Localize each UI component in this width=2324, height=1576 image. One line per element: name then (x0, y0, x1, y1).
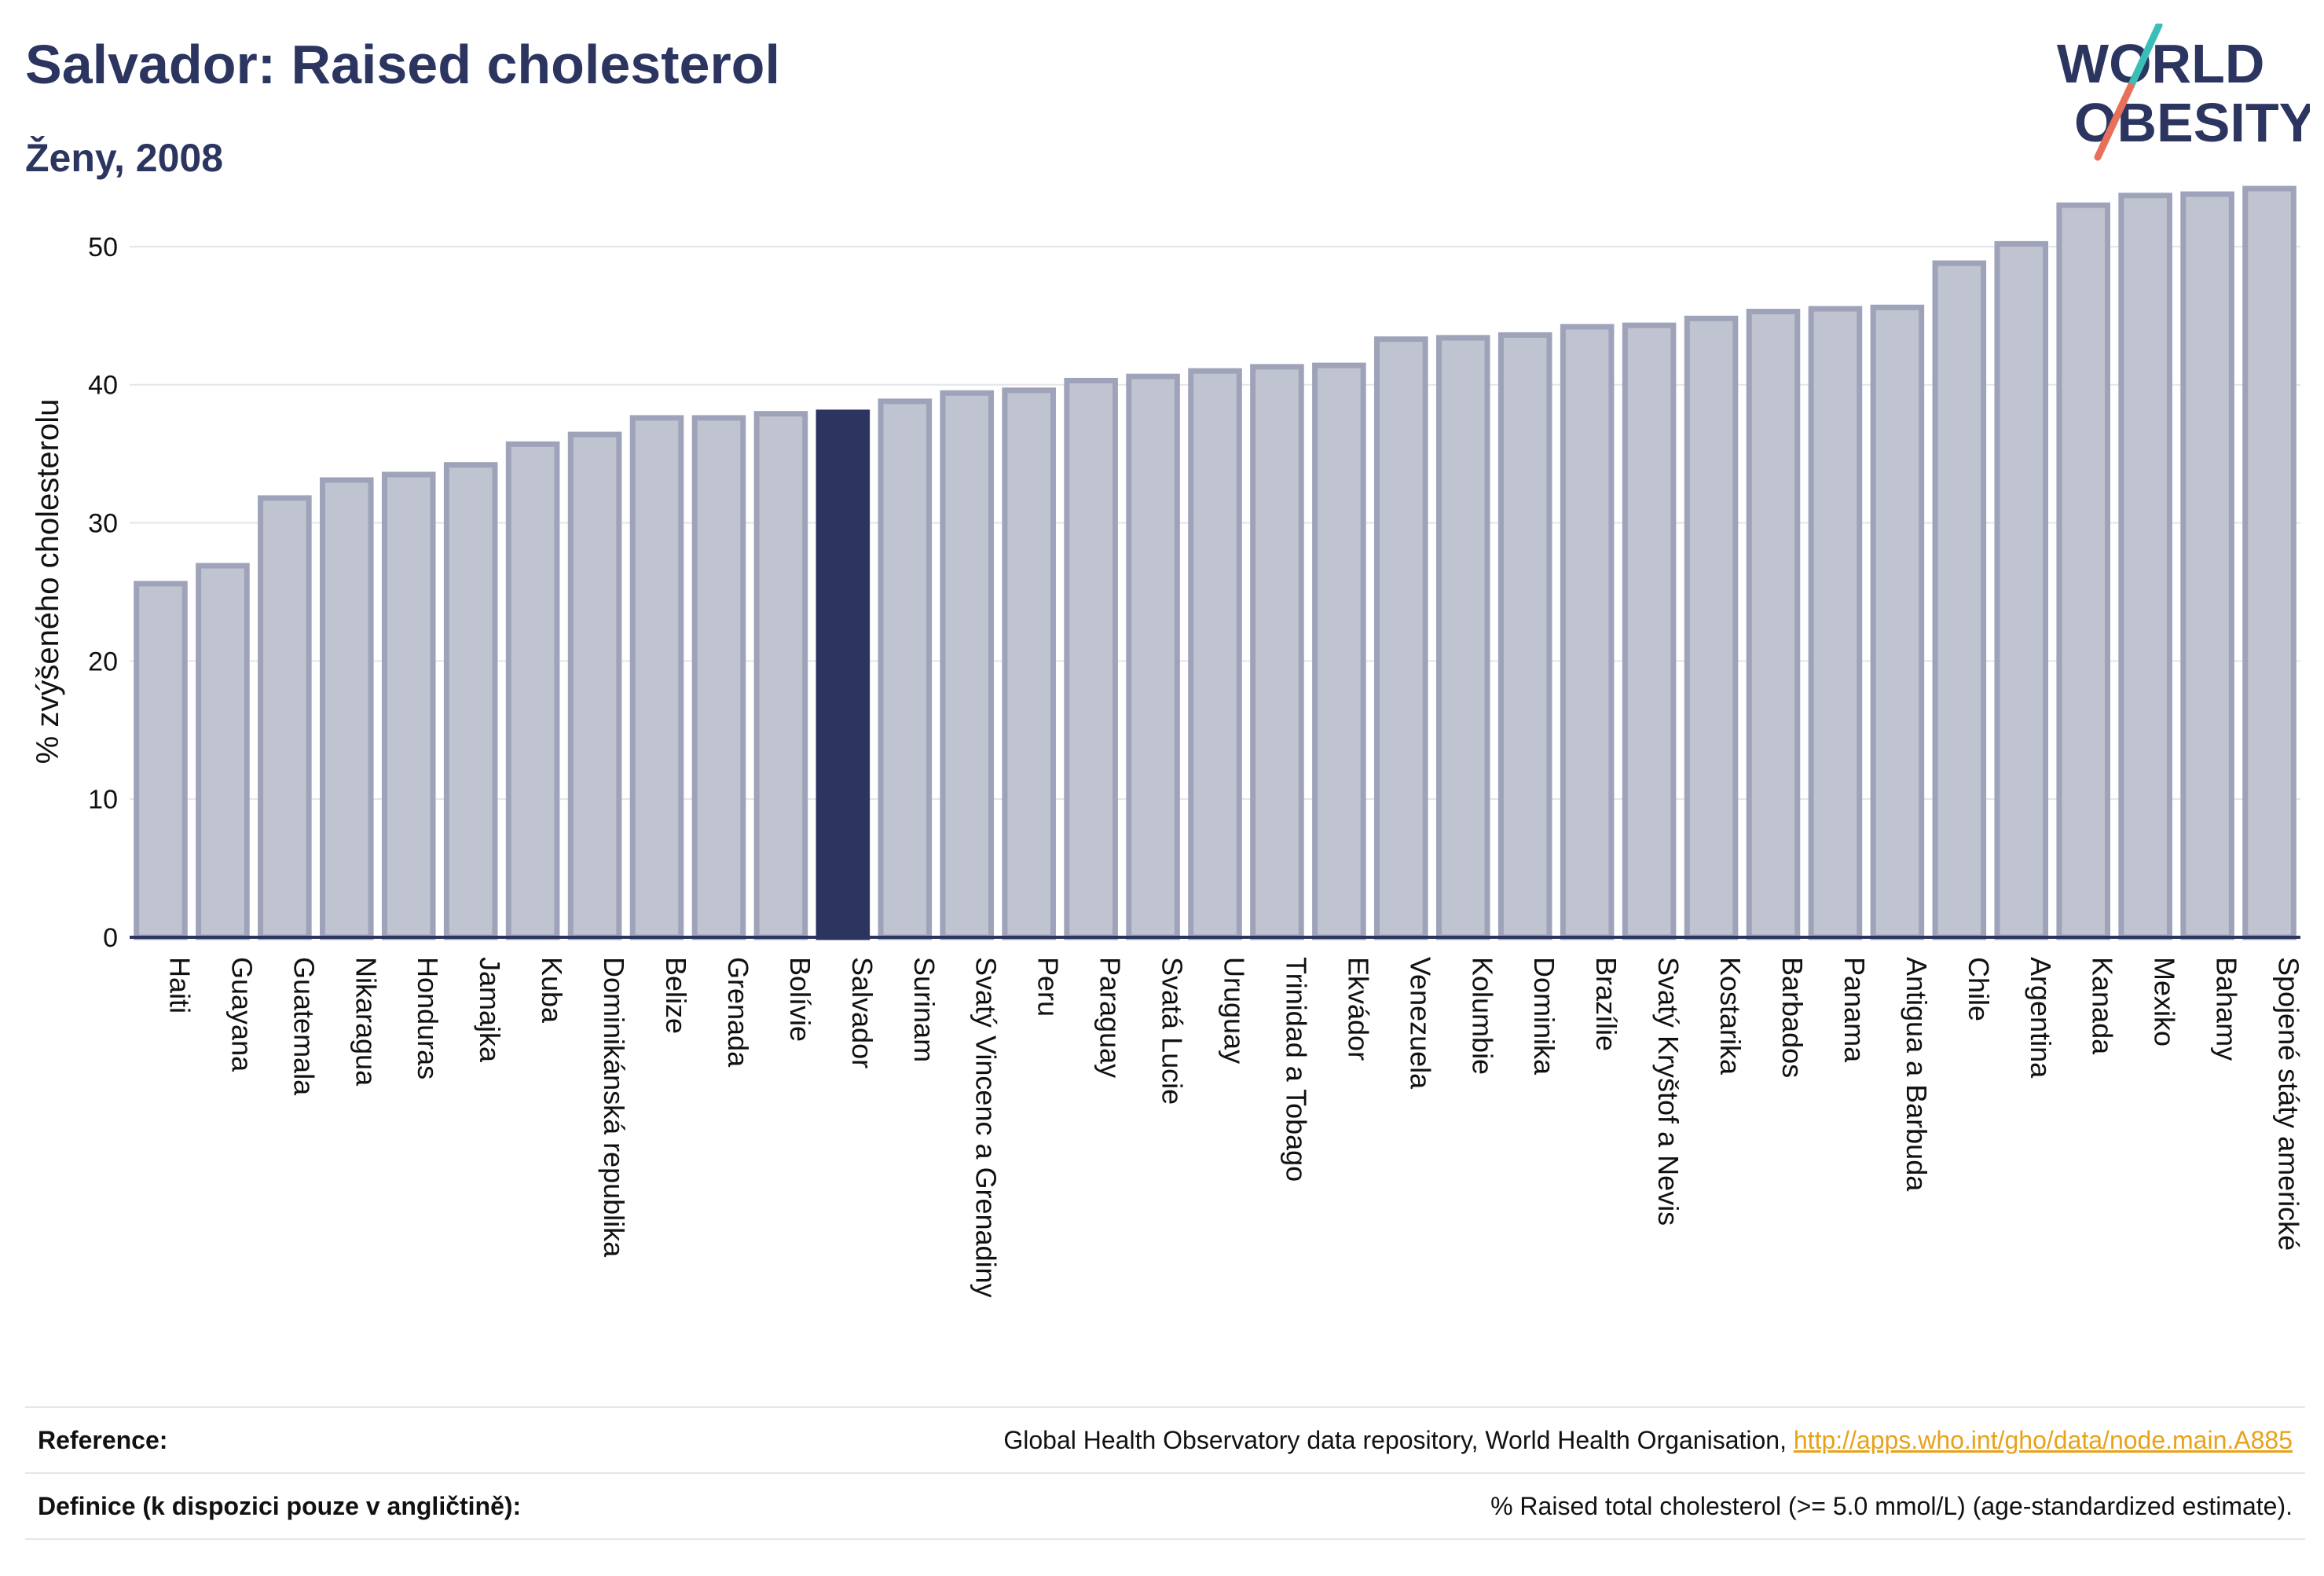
x-tick-label: Surinam (908, 957, 940, 1062)
bar[interactable] (1312, 362, 1366, 940)
x-tick-label: Mexiko (2149, 957, 2181, 1046)
x-tick-label: Uruguay (1219, 957, 1251, 1064)
x-tick-label: Haiti (163, 957, 196, 1013)
bar[interactable] (2180, 191, 2234, 940)
x-tick-label: Dominikánská republika (598, 957, 630, 1258)
bar[interactable] (320, 477, 374, 940)
bar[interactable] (1870, 304, 1925, 940)
bar-highlight[interactable] (816, 409, 871, 940)
x-tick-label: Guatemala (288, 957, 320, 1096)
x-tick-label: Peru (1032, 957, 1065, 1017)
bar[interactable] (1497, 332, 1552, 940)
y-tick-label: 40 (88, 371, 118, 401)
x-tick-label: Svatý Vincenc a Grenadiny (970, 957, 1003, 1298)
bar[interactable] (2242, 185, 2297, 940)
x-tick-label: Paraguay (1094, 957, 1127, 1078)
y-tick-label: 10 (88, 785, 118, 815)
x-tick-label: Bolívie (784, 957, 816, 1042)
bar[interactable] (1746, 309, 1801, 940)
x-tick-label: Chile (1963, 957, 1995, 1021)
x-tick-label: Dominika (1528, 957, 1560, 1076)
y-tick-label: 30 (88, 509, 118, 539)
bar[interactable] (1435, 335, 1490, 940)
x-tick-label: Kanada (2087, 957, 2119, 1055)
reference-value: Global Health Observatory data repositor… (1003, 1426, 2293, 1455)
bar[interactable] (878, 398, 933, 940)
x-tick-label: Svatá Lucie (1157, 957, 1189, 1105)
bar[interactable] (1188, 368, 1242, 940)
bar[interactable] (1560, 324, 1615, 940)
x-tick-label: Spojené státy americké (2273, 957, 2305, 1251)
bar[interactable] (2056, 202, 2110, 940)
bar[interactable] (1808, 306, 1863, 940)
y-axis-label: % zvýšeného cholesterolu (31, 399, 65, 764)
bar[interactable] (1932, 260, 1987, 940)
x-tick-label: Kolumbie (1466, 957, 1498, 1075)
bar[interactable] (1684, 315, 1739, 940)
bar[interactable] (629, 415, 684, 940)
bar[interactable] (567, 431, 622, 940)
x-tick-label: Grenada (722, 957, 754, 1068)
logo-slash-coral (2094, 82, 2135, 161)
y-axis-ticks: 0 10 20 30 40 50 (88, 233, 118, 953)
x-tick-label: Argentina (2025, 957, 2057, 1079)
bar[interactable] (691, 415, 746, 940)
bar[interactable] (134, 581, 188, 940)
definition-text: % Raised total cholesterol (>= 5.0 mmol/… (1490, 1491, 2293, 1520)
x-tick-label: Kuba (536, 957, 568, 1024)
x-tick-label: Nikaragua (350, 957, 382, 1087)
bar[interactable] (1002, 387, 1056, 940)
definition-label: Definice (k dispozici pouze v angličtině… (38, 1491, 522, 1520)
bars (134, 185, 2297, 940)
category-labels: Haiti Guayana Guatemala Nikaragua Honduras Ja… (163, 957, 2304, 1298)
bar[interactable] (753, 411, 808, 940)
bar[interactable] (443, 462, 498, 940)
y-tick-label: 0 (103, 923, 118, 953)
x-tick-label: Belize (660, 957, 692, 1034)
x-tick-label: Guayana (225, 957, 258, 1072)
reference-text: Global Health Observatory data repositor… (1003, 1425, 1794, 1454)
bar[interactable] (1126, 373, 1180, 940)
x-tick-label: Ekvádor (1342, 957, 1374, 1061)
x-tick-label: Barbados (1776, 957, 1809, 1078)
logo-text-world: WORLD (2057, 33, 2264, 94)
footer-table: Reference: Global Health Observatory dat… (25, 1406, 2305, 1540)
bar[interactable] (940, 390, 995, 940)
bar[interactable] (1064, 377, 1118, 940)
x-tick-label: Venezuela (1404, 957, 1436, 1090)
bar[interactable] (1250, 364, 1304, 940)
x-tick-label: Panama (1838, 957, 1871, 1063)
reference-row: Reference: Global Health Observatory dat… (25, 1406, 2305, 1472)
bar[interactable] (1374, 336, 1428, 940)
x-tick-label: Trinidad a Tobago (1280, 957, 1312, 1182)
bar[interactable] (1622, 322, 1677, 940)
reference-link[interactable]: http://apps.who.int/gho/data/node.main.A… (1793, 1425, 2293, 1454)
x-tick-label: Svatý Kryštof a Nevis (1652, 957, 1684, 1226)
y-tick-label: 20 (88, 647, 118, 676)
x-tick-label: Antigua a Barbuda (1901, 957, 1933, 1192)
y-tick-label: 50 (88, 233, 118, 262)
x-tick-label: Bahamy (2211, 957, 2243, 1061)
bar[interactable] (258, 495, 312, 940)
bar-chart: 0 10 20 30 40 50 Haiti Guayana Guatemala Nikarag… (31, 185, 2305, 1298)
bar[interactable] (2118, 192, 2172, 940)
reference-label: Reference: (38, 1425, 168, 1454)
x-tick-label: Jamajka (474, 957, 506, 1063)
bar[interactable] (381, 471, 436, 940)
chart-subtitle: Ženy, 2008 (25, 136, 224, 180)
x-tick-label: Brazílie (1590, 957, 1622, 1051)
logo-slash-teal (2127, 24, 2163, 90)
world-obesity-logo: WORLD OBESITY (2057, 24, 2310, 161)
bar[interactable] (505, 441, 560, 940)
chart-title: Salvador: Raised cholesterol (25, 34, 780, 95)
x-tick-label: Kostarika (1714, 957, 1747, 1076)
x-tick-label: Salvador (846, 957, 878, 1068)
definition-row: Definice (k dispozici pouze v angličtině… (25, 1472, 2305, 1540)
bar[interactable] (196, 563, 250, 940)
bar[interactable] (1994, 240, 2049, 940)
x-tick-label: Honduras (412, 957, 444, 1079)
